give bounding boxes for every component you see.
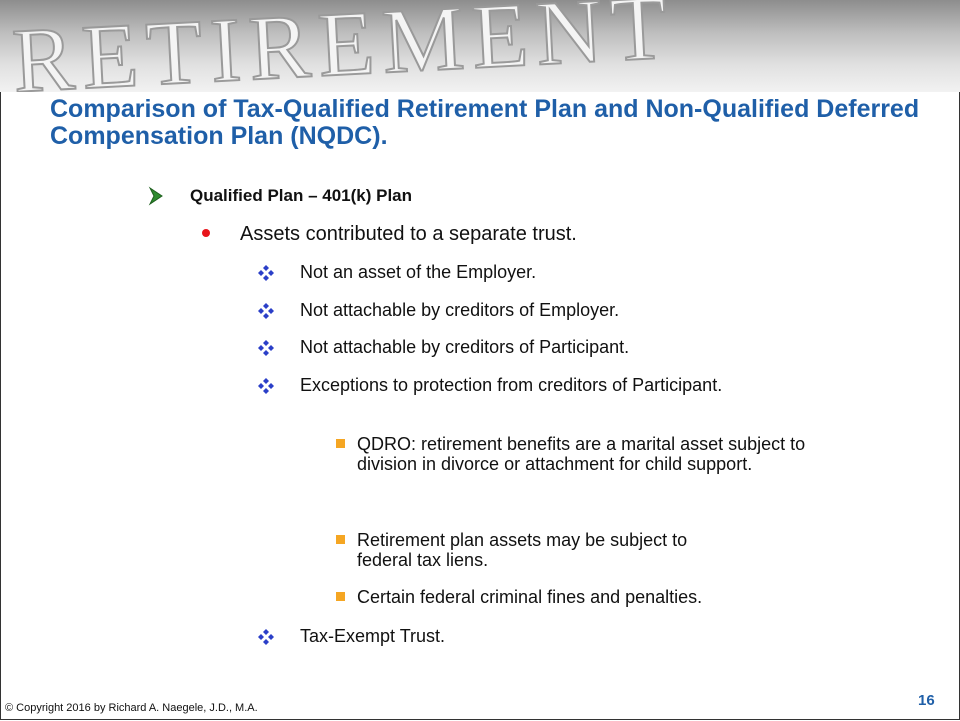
point: Assets contributed to a separate trust. (240, 223, 577, 246)
diamond-part (268, 383, 274, 389)
item: Not attachable by creditors of Participa… (300, 337, 810, 357)
slide: RETIREMENT Comparison of Tax-Qualified R… (0, 0, 960, 721)
diamond-part (268, 308, 274, 314)
diamond-part (268, 345, 274, 351)
diamond-part (258, 270, 264, 276)
item: Exceptions to protection from creditors … (300, 375, 730, 395)
diamond-part (263, 340, 269, 346)
diamond-part (263, 378, 269, 384)
square-bullet (336, 439, 345, 448)
diamond-part (258, 308, 264, 314)
item: Tax-Exempt Trust. (300, 626, 810, 646)
diamond-part (263, 629, 269, 635)
diamond-part (258, 345, 264, 351)
diamond-part (268, 634, 274, 640)
square-bullet (336, 592, 345, 601)
diamond-bullets (258, 265, 274, 645)
diamond-part (263, 350, 269, 356)
exception: Certain federal criminal fines and penal… (357, 587, 847, 607)
page-number: 16 (918, 692, 935, 709)
arrow-bullet (150, 188, 162, 204)
item: Not an asset of the Employer. (300, 262, 810, 282)
bullet-glyphs (0, 0, 960, 721)
dot-bullet (202, 229, 210, 237)
square-bullets (336, 439, 345, 601)
diamond-part (263, 313, 269, 319)
diamond-part (263, 388, 269, 394)
exception: QDRO: retirement benefits are a marital … (357, 434, 847, 474)
heading: Qualified Plan – 401(k) Plan (190, 186, 412, 206)
diamond-part (263, 303, 269, 309)
diamond-part (263, 265, 269, 271)
diamond-part (258, 383, 264, 389)
diamond-part (268, 270, 274, 276)
diamond-part (263, 639, 269, 645)
square-bullet (336, 535, 345, 544)
exception: Retirement plan assets may be subject to… (357, 530, 737, 570)
item: Not attachable by creditors of Employer. (300, 300, 810, 320)
diamond-part (258, 634, 264, 640)
diamond-part (263, 275, 269, 281)
copyright: © Copyright 2016 by Richard A. Naegele, … (5, 702, 258, 714)
